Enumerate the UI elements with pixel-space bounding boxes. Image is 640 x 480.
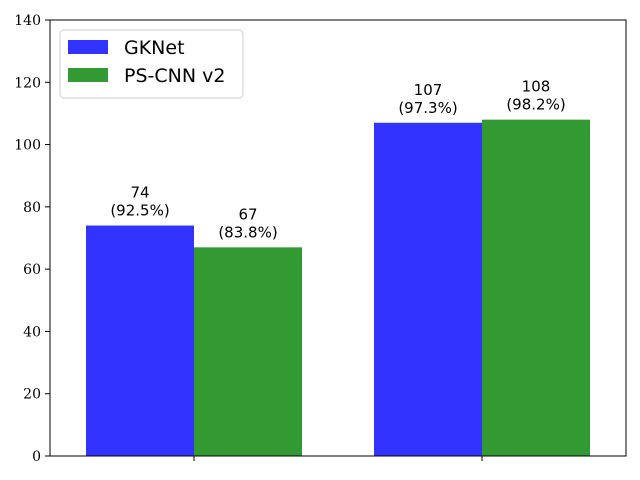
data-label: 74 (92.5%): [110, 184, 169, 220]
bar-gknet-1: [86, 225, 194, 456]
bars-group: [86, 119, 590, 457]
legend-swatch: [68, 40, 108, 54]
bar-ps-cnn-v2-2: [482, 119, 590, 457]
y-tick-label: 140: [14, 13, 41, 29]
legend-swatch: [68, 68, 108, 82]
y-tick-label: 100: [14, 138, 41, 154]
legend-label: PS-CNN v2: [124, 65, 225, 87]
data-label: 67 (83.8%): [218, 205, 277, 241]
y-tick-label: 0: [32, 449, 41, 465]
y-tick-label: 120: [14, 75, 41, 91]
legend-label: GKNet: [124, 37, 185, 59]
data-label: 108 (98.2%): [506, 78, 565, 114]
y-tick-label: 20: [23, 387, 41, 403]
y-tick-label: 40: [23, 324, 41, 340]
legend: GKNet PS-CNN v2: [59, 29, 244, 99]
data-label: 107 (97.3%): [398, 81, 457, 117]
plot-frame: [49, 19, 627, 457]
y-tick-label: 80: [23, 200, 41, 216]
axes-group: 0 20 40 60 80 100 120 140: [14, 13, 627, 465]
bar-gknet-2: [374, 122, 482, 457]
data-labels-group: 74 (92.5%) 67 (83.8%) 107 (97.3%) 108 (98.2%): [110, 78, 565, 242]
y-tick-label: 60: [23, 262, 41, 278]
bar-ps-cnn-v2-1: [194, 247, 302, 456]
